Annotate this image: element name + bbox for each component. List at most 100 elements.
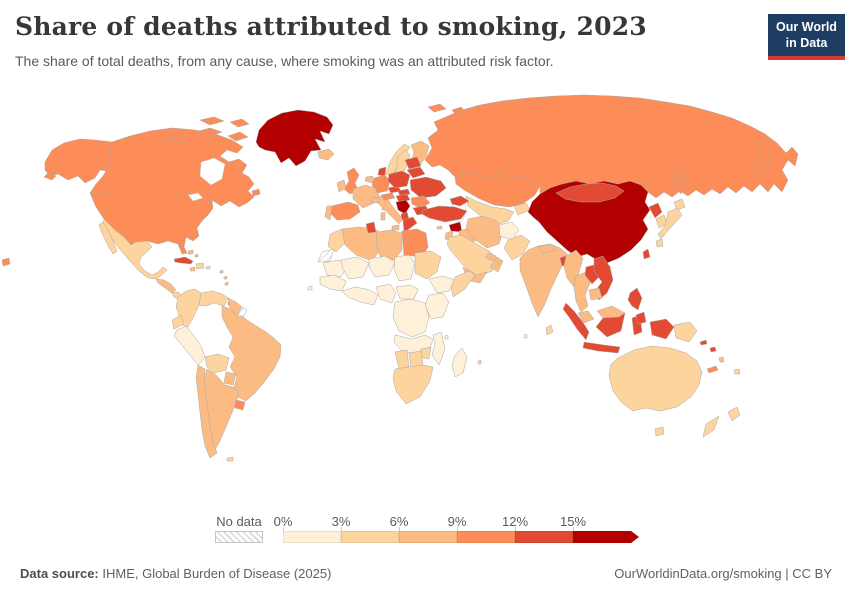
region-mauritius[interactable]: Mauritius: [477, 359, 482, 365]
region-malaysia[interactable]: Malaysia: [577, 310, 595, 324]
region-mongolia[interactable]: Mongolia: [555, 182, 625, 203]
region-baltics[interactable]: Baltic states: [404, 156, 422, 170]
region-madagascar[interactable]: Madagascar: [451, 347, 468, 378]
region-mozambique[interactable]: Mozambique: [431, 331, 446, 366]
region-portugal[interactable]: Portugal: [324, 205, 333, 221]
region-chile[interactable]: Chile: [195, 364, 218, 459]
region-borneo-indonesia[interactable]: Indonesia: [595, 312, 626, 338]
region-belarus[interactable]: Belarus: [406, 166, 426, 179]
region-guatemala-honduras[interactable]: Guatemala / Honduras: [155, 278, 177, 294]
region-cyprus[interactable]: Cyprus: [436, 225, 443, 230]
region-greece[interactable]: Greece: [402, 216, 418, 233]
region-ethiopia[interactable]: Ethiopia: [428, 275, 456, 294]
region-turkey[interactable]: Turkey: [421, 205, 468, 223]
region-oman[interactable]: Oman: [489, 256, 504, 273]
region-canada-arctic-1[interactable]: Canada: [164, 134, 189, 145]
region-ireland[interactable]: Ireland: [336, 179, 347, 193]
region-nigeria[interactable]: Nigeria: [375, 283, 397, 304]
region-jamaica[interactable]: Jamaica: [189, 266, 196, 272]
region-egypt[interactable]: Egypt: [401, 228, 429, 258]
region-cameroon-car[interactable]: Cameroon / CAR: [395, 284, 419, 300]
region-lesser-antilles-3[interactable]: Lesser Antilles: [224, 281, 229, 286]
region-bolivia[interactable]: Bolivia: [204, 353, 230, 374]
legend-bin-2[interactable]: [399, 531, 457, 543]
region-tasmania[interactable]: Tasmania: [654, 426, 665, 437]
region-svalbard-2[interactable]: Svalbard: [451, 106, 467, 116]
region-sicily[interactable]: Italy: [391, 224, 400, 231]
region-japan-kyushu[interactable]: Japan: [655, 238, 664, 248]
region-uae-qatar[interactable]: UAE / Qatar: [485, 252, 497, 262]
region-philippines-mindanao[interactable]: Philippines: [635, 311, 647, 325]
legend-bin-1[interactable]: [341, 531, 399, 543]
region-tunisia[interactable]: Tunisia: [365, 221, 377, 234]
region-chad[interactable]: Chad: [393, 254, 416, 282]
region-nepal[interactable]: Nepal: [537, 243, 557, 254]
region-japan-hokkaido[interactable]: Japan: [673, 198, 686, 211]
region-java[interactable]: Indonesia: [582, 341, 621, 354]
region-benelux[interactable]: Belgium / Netherlands: [364, 175, 374, 184]
region-sudan[interactable]: Sudan: [414, 250, 442, 280]
region-brazil[interactable]: Brazil: [221, 305, 282, 402]
region-new-zealand-south[interactable]: New Zealand: [702, 415, 720, 438]
region-saudi-arabia[interactable]: Saudi Arabia: [446, 234, 498, 278]
region-falkland[interactable]: Falkland Islands: [226, 456, 234, 462]
region-lesser-antilles-1[interactable]: Lesser Antilles: [219, 269, 224, 274]
region-japan-honshu[interactable]: Japan: [657, 207, 683, 240]
region-caucasus[interactable]: Georgia / Armenia / Azerbaijan: [449, 195, 470, 207]
legend-bin-0[interactable]: [283, 531, 341, 543]
region-taiwan[interactable]: Taiwan: [642, 248, 651, 260]
region-cuba[interactable]: Cuba: [173, 256, 194, 265]
region-drc[interactable]: DR Congo: [392, 298, 430, 338]
region-iran[interactable]: Iran: [465, 215, 504, 249]
region-solomon-1[interactable]: Solomon Islands: [699, 339, 708, 346]
region-balkans[interactable]: Serbia / Bosnia / Croatia: [395, 199, 411, 215]
region-somalia[interactable]: Somalia: [450, 270, 476, 298]
region-ukraine[interactable]: Ukraine: [409, 176, 447, 199]
region-kamchatka[interactable]: Russia: [754, 138, 773, 178]
region-lesser-antilles-2[interactable]: Lesser Antilles: [223, 275, 228, 280]
region-ecuador[interactable]: Ecuador: [171, 314, 185, 330]
region-hungary[interactable]: Hungary: [395, 193, 411, 203]
region-papua-new-guinea[interactable]: Papua New Guinea: [673, 321, 698, 343]
region-romania[interactable]: Romania: [410, 195, 431, 209]
region-cape-verde[interactable]: Cape Verde: [307, 285, 313, 291]
region-philippines-luzon[interactable]: Philippines: [627, 287, 643, 311]
region-new-caledonia[interactable]: New Caledonia: [706, 365, 719, 374]
region-canada-arctic-3[interactable]: Canada: [227, 131, 249, 142]
region-canada-arctic-4[interactable]: Canada: [199, 116, 225, 126]
region-comoros[interactable]: Comoros: [444, 334, 449, 340]
region-uzbekistan-turkmenistan[interactable]: Uzbekistan / Turkmenistan: [465, 195, 515, 226]
region-canada-arctic-5[interactable]: Canada: [229, 118, 250, 128]
region-aleutians[interactable]: United States: [43, 172, 57, 181]
region-solomon-2[interactable]: Solomon Islands: [709, 346, 717, 353]
owid-url-license-link[interactable]: OurWorldinData.org/smoking | CC BY: [614, 566, 832, 581]
region-canada-arctic-2[interactable]: Canada: [194, 127, 223, 138]
region-chukotka-west[interactable]: Russia: [1, 257, 11, 267]
legend-bin-3[interactable]: [457, 531, 515, 543]
legend-no-data-swatch[interactable]: [215, 531, 263, 543]
region-baja-california[interactable]: Mexico: [98, 221, 118, 255]
region-paraguay[interactable]: Paraguay: [223, 371, 237, 386]
region-pakistan[interactable]: Pakistan: [503, 234, 531, 261]
region-mauritania[interactable]: Mauritania: [322, 259, 348, 278]
legend-bin-4[interactable]: [515, 531, 573, 543]
region-bahamas-2[interactable]: Bahamas: [194, 253, 199, 258]
region-mexico[interactable]: Mexico: [102, 218, 168, 280]
owid-logo[interactable]: Our World in Data: [768, 14, 845, 61]
region-western-sahara[interactable]: Western Sahara: [317, 248, 335, 263]
region-north-korea[interactable]: North Korea: [648, 202, 663, 219]
region-austria[interactable]: Austria: [380, 192, 396, 201]
region-india[interactable]: India: [519, 243, 568, 318]
region-switzerland[interactable]: Switzerland: [370, 196, 380, 204]
region-uruguay[interactable]: Uruguay: [234, 399, 246, 411]
region-south-africa[interactable]: South Africa: [392, 364, 434, 405]
region-cambodia[interactable]: Cambodia: [588, 287, 603, 301]
region-botswana[interactable]: Botswana: [408, 350, 424, 368]
region-peru[interactable]: Peru: [173, 325, 206, 366]
region-venezuela[interactable]: Venezuela: [198, 290, 229, 307]
region-china[interactable]: China: [527, 180, 651, 264]
region-niger[interactable]: Niger: [368, 255, 396, 278]
region-new-zealand-north[interactable]: New Zealand: [727, 406, 741, 422]
region-senegal-guinea[interactable]: Senegal / Guinea: [319, 274, 347, 292]
region-gulf-of-guinea[interactable]: Côte d'Ivoire / Ghana: [341, 286, 379, 306]
